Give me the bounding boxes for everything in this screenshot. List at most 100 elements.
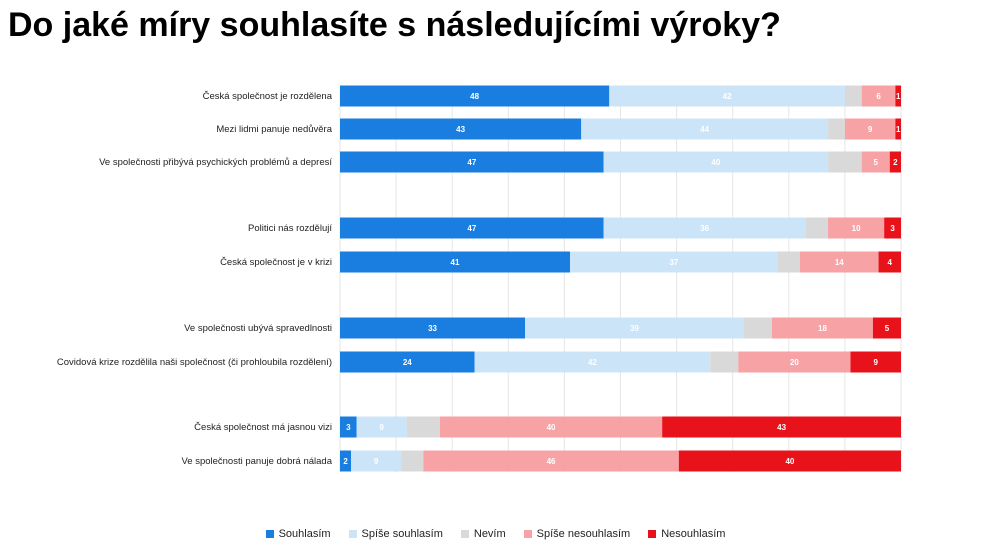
- data-label: 2: [893, 158, 898, 167]
- legend-item: Souhlasím: [265, 528, 331, 540]
- legend-swatch: [648, 530, 657, 538]
- bar-segment: [581, 118, 829, 140]
- data-label: 20: [790, 358, 799, 367]
- data-label: 33: [428, 324, 437, 333]
- bar-segment: [678, 450, 901, 472]
- category-labels: Česká společnost je rozdělena Mezi lidmi …: [57, 91, 333, 467]
- bar-segment: [609, 85, 845, 107]
- bar-segment: [356, 416, 407, 438]
- data-label: 9: [874, 358, 879, 367]
- bar-segment: [340, 251, 571, 273]
- data-label: 36: [700, 224, 709, 233]
- data-label: 1: [896, 92, 901, 101]
- bar-segment: [340, 85, 610, 107]
- bar-segment: [889, 151, 901, 173]
- bar-segment: [423, 450, 679, 472]
- bar-segment: [872, 317, 901, 339]
- category-label: Politici nás rozdělují: [248, 223, 332, 234]
- legend-swatch: [523, 530, 532, 538]
- category-label: Česká společnost je v krizi: [220, 257, 332, 268]
- bar-segment: [340, 317, 526, 339]
- bar-segment: [861, 151, 890, 173]
- bar-segment: [828, 217, 885, 239]
- bar-segment: [351, 450, 402, 472]
- data-label: 9: [374, 457, 379, 466]
- bar-segment: [861, 85, 896, 107]
- bar-segment: [800, 251, 879, 273]
- data-label: 18: [818, 324, 827, 333]
- data-label: 5: [885, 324, 890, 333]
- legend-item: Nesouhlasím: [648, 528, 725, 540]
- legend-item: Spíše nesouhlasím: [523, 528, 631, 540]
- category-label: Česká společnost má jasnou vizi: [194, 422, 332, 433]
- data-label: 47: [467, 224, 476, 233]
- bar-segment: [401, 450, 424, 472]
- bar-segment: [844, 118, 896, 140]
- bar-segment: [771, 317, 873, 339]
- data-label: 2: [343, 457, 348, 466]
- data-label: 39: [630, 324, 639, 333]
- legend-item: Spíše souhlasím: [348, 528, 443, 540]
- bar-segment: [603, 151, 829, 173]
- bar-segment: [895, 118, 901, 140]
- bar-segment: [340, 217, 604, 239]
- category-label: Ve společnosti panuje dobrá nálada: [181, 456, 332, 467]
- data-label: 24: [403, 358, 412, 367]
- data-label: 42: [588, 358, 597, 367]
- bar-segment: [340, 118, 582, 140]
- legend-item: Nevím: [460, 528, 506, 540]
- data-label: 43: [777, 423, 786, 432]
- data-label: 37: [669, 258, 678, 267]
- category-label: Ve společnosti ubývá spravedlnosti: [184, 323, 332, 334]
- data-label: 5: [874, 158, 879, 167]
- bar-segment: [743, 317, 772, 339]
- category-label: Ve společnosti přibývá psychických probl…: [99, 157, 332, 168]
- bar-segment: [340, 450, 352, 472]
- legend-label: Nevím: [473, 528, 506, 540]
- data-label: 9: [868, 125, 873, 134]
- category-label: Mezi lidmi panuje nedůvěra: [216, 124, 332, 135]
- data-label: 9: [379, 423, 384, 432]
- bar-segment: [844, 85, 862, 107]
- data-label: 3: [890, 224, 895, 233]
- bar-segment: [474, 351, 711, 373]
- stacked-bar-chart: 48 42 6 143 44 9 147 40 5 247 36 10 341 37 14 433 39 18 52…: [57, 85, 902, 472]
- data-label: 44: [700, 125, 709, 134]
- bar-segment: [570, 251, 778, 273]
- data-label: 46: [547, 457, 556, 466]
- data-label: 3: [346, 423, 351, 432]
- bar-segment: [340, 151, 604, 173]
- legend-label: Souhlasím: [278, 528, 331, 540]
- bar-segment: [340, 416, 357, 438]
- legend-swatch: [348, 530, 357, 538]
- legend: Souhlasím Spíše souhlasím Nevím Spíše nesou…: [0, 528, 991, 540]
- data-label: 41: [451, 258, 460, 267]
- bar-segment: [662, 416, 901, 438]
- bar-segment: [805, 217, 829, 239]
- data-label: 14: [835, 258, 844, 267]
- legend-swatch: [265, 530, 274, 538]
- data-label: 42: [723, 92, 732, 101]
- category-label: Covidová krize rozdělila naši společnost…: [57, 357, 332, 368]
- chart-title: Do jaké míry souhlasíte s následujícími …: [8, 6, 781, 44]
- data-label: 6: [876, 92, 881, 101]
- legend-label: Nesouhlasím: [661, 528, 726, 540]
- bar-segment: [895, 85, 901, 107]
- bars: 48 42 6 143 44 9 147 40 5 247 36 10 341 37 14 433 39 18 52…: [340, 85, 901, 472]
- bar-segment: [603, 217, 806, 239]
- bar-segment: [828, 151, 862, 173]
- legend-label: Spíše nesouhlasím: [536, 528, 631, 540]
- data-label: 40: [711, 158, 720, 167]
- bar-segment: [525, 317, 744, 339]
- bar-segment: [710, 351, 739, 373]
- data-label: 4: [888, 258, 893, 267]
- bar-segment: [777, 251, 801, 273]
- data-label: 10: [852, 224, 861, 233]
- data-label: 40: [547, 423, 556, 432]
- legend-swatch: [460, 530, 469, 538]
- gridlines: [339, 86, 902, 472]
- bar-segment: [406, 416, 440, 438]
- data-label: 47: [467, 158, 476, 167]
- bar-segment: [340, 351, 475, 373]
- bar-segment: [878, 251, 901, 273]
